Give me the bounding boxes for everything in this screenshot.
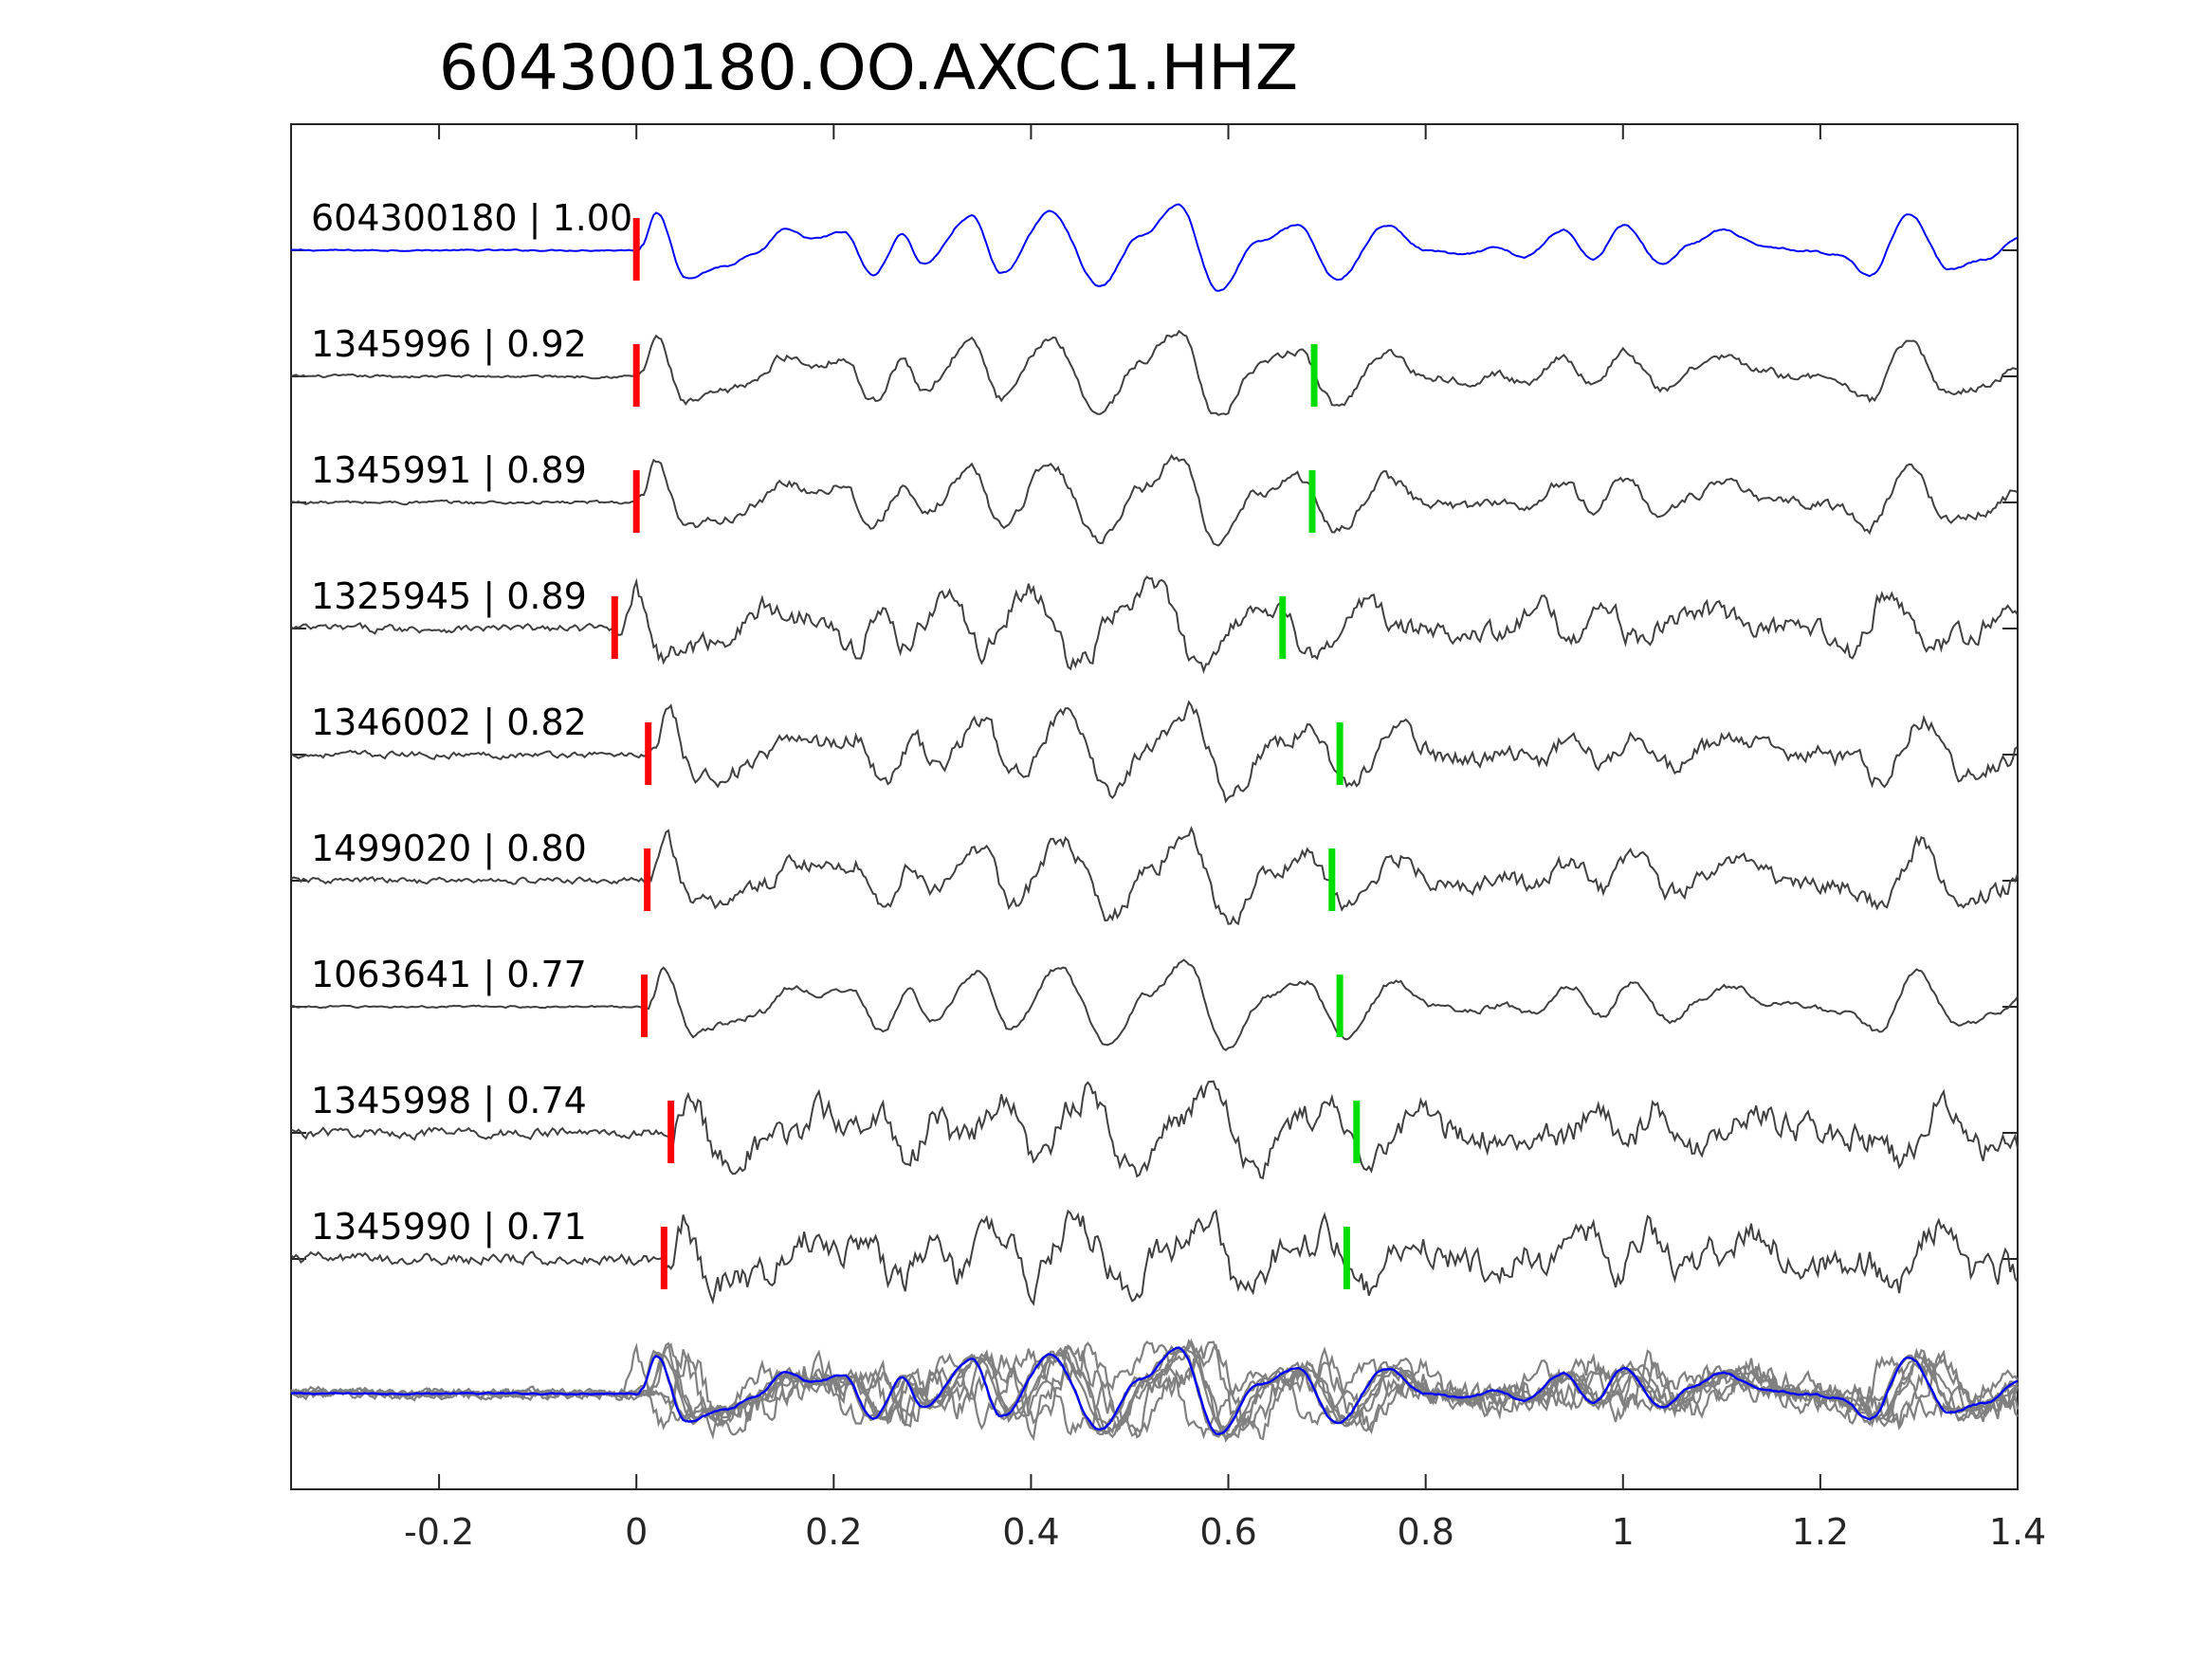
- x-axis-ticks: [438, 124, 2019, 1489]
- trace-1499020: [290, 826, 2019, 926]
- x-tick-label: -0.2: [404, 1511, 474, 1553]
- trace-label-1345998: 1345998 | 0.74: [311, 1080, 587, 1122]
- x-axis-tick-labels: -0.2 0 0.2 0.4 0.6 0.8 1 1.2 1.4: [404, 1511, 2046, 1553]
- overlay-trace-1345990: [290, 1343, 2019, 1442]
- trace-label-1499020: 1499020 | 0.80: [311, 828, 587, 870]
- trace-604300180: [290, 203, 2019, 292]
- overlay-stack: [290, 1338, 2020, 1443]
- chart-title: 604300180.OO.AXCC1.HHZ: [439, 31, 1298, 104]
- trace-label-1063641: 1063641 | 0.77: [311, 954, 587, 996]
- trace-label-1345996: 1345996 | 0.92: [311, 323, 587, 366]
- trace-labels: 604300180 | 1.00 1345996 | 0.92 1345991 | …: [311, 197, 632, 1249]
- trace-1325945: [290, 575, 2019, 675]
- x-tick-label: 0.2: [805, 1511, 862, 1553]
- trace-label-1345990: 1345990 | 0.71: [311, 1206, 587, 1249]
- trace-group: [290, 203, 2019, 1306]
- trace-label-1346002: 1346002 | 0.82: [311, 702, 587, 744]
- x-tick-label: 0: [625, 1511, 648, 1553]
- x-tick-label: 0.4: [1002, 1511, 1059, 1553]
- x-tick-label: 1.4: [1989, 1511, 2046, 1553]
- trace-1063641: [290, 958, 2019, 1051]
- x-tick-label: 0.8: [1397, 1511, 1453, 1553]
- trace-1345991: [291, 453, 2019, 547]
- trace-1345990: [290, 1209, 2019, 1306]
- x-tick-label: 0.6: [1199, 1511, 1256, 1553]
- overlay-trace-1345998: [290, 1340, 2020, 1441]
- x-tick-label: 1: [1612, 1511, 1635, 1553]
- trace-1345996: [290, 329, 2019, 416]
- overlay-template-604300180: [290, 1346, 2019, 1436]
- trace-label-1325945: 1325945 | 0.89: [311, 575, 587, 618]
- trace-1346002: [290, 700, 2019, 804]
- plot-area: [290, 123, 2019, 1490]
- x-tick-label: 1.2: [1792, 1511, 1849, 1553]
- trace-1345998: [290, 1080, 2019, 1179]
- phase-picks: [611, 218, 1361, 1289]
- trace-label-1345991: 1345991 | 0.89: [311, 449, 587, 492]
- trace-label-604300180: 604300180 | 1.00: [311, 197, 632, 240]
